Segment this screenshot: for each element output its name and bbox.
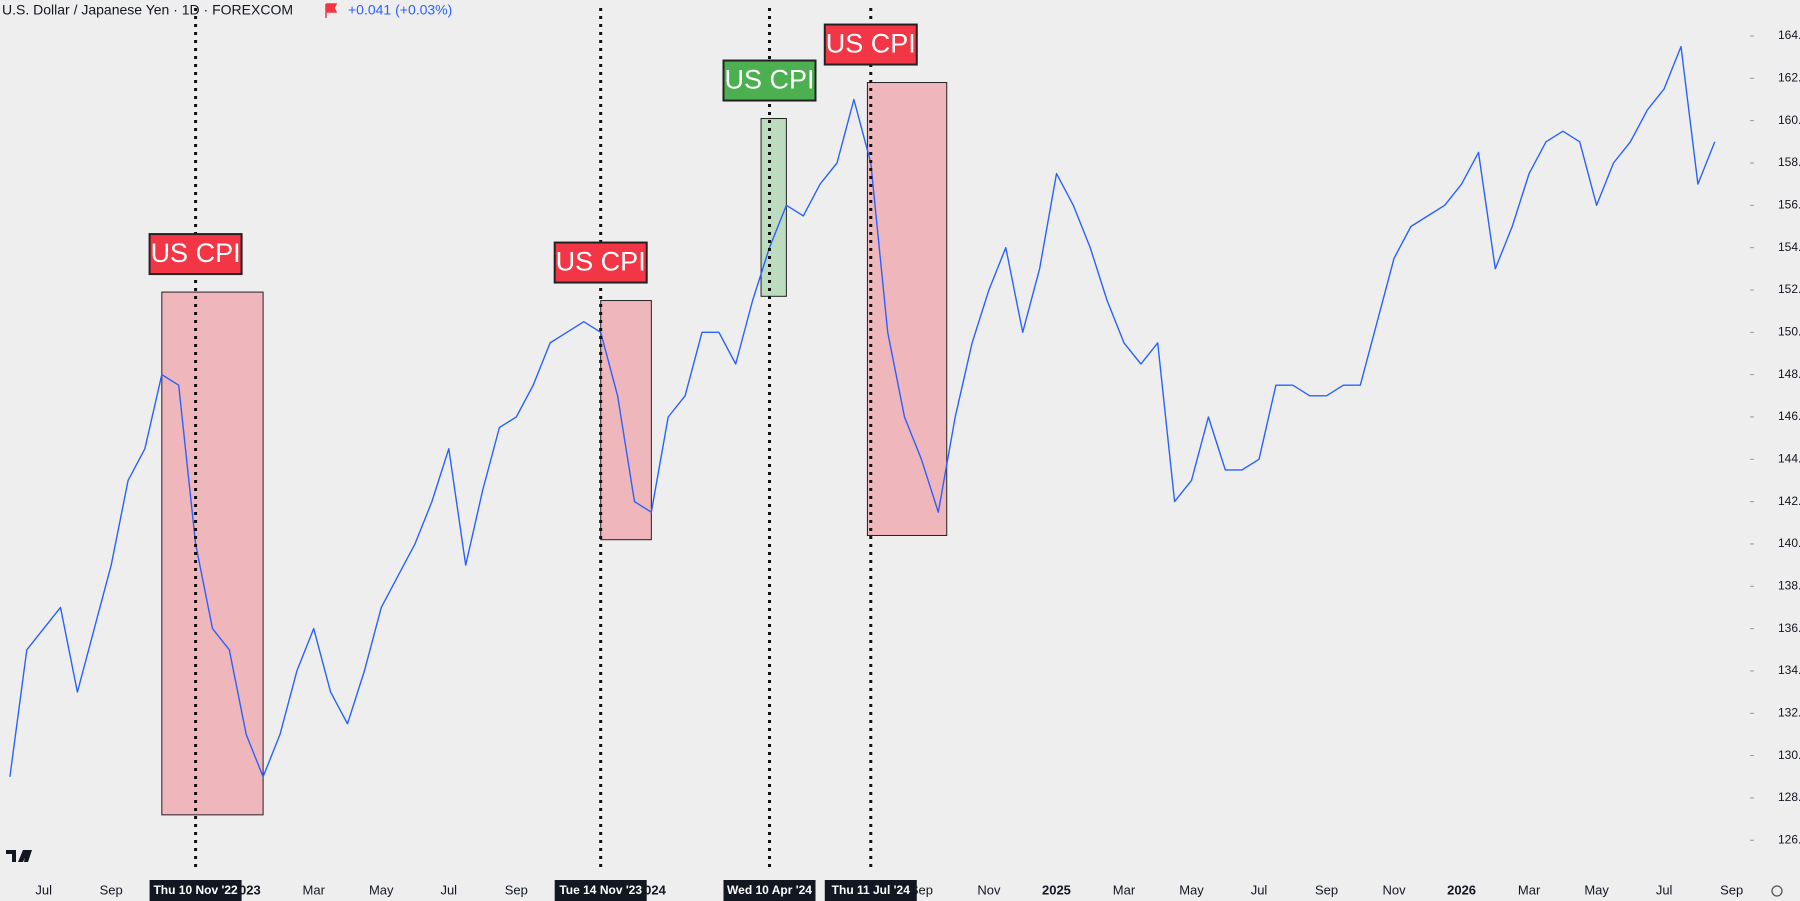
date-highlight — [149, 880, 242, 901]
x-tick-label: Nov — [1382, 882, 1406, 897]
y-tick-label: 162.000 — [1778, 70, 1800, 84]
date-highlight — [723, 880, 816, 901]
event-label: US CPI — [556, 247, 646, 277]
x-tick-label: Wed 10 Apr '24 — [727, 883, 812, 897]
event-range-box — [161, 291, 264, 816]
y-tick-label: 132.000 — [1778, 705, 1800, 719]
x-tick-label: May — [1179, 882, 1204, 897]
y-tick-label: 148.000 — [1778, 367, 1800, 381]
event-label: US CPI — [826, 29, 916, 59]
chart-subtitle: +0.041 (+0.03%) — [348, 2, 452, 18]
settings-icon[interactable] — [1771, 885, 1783, 897]
y-tick-label: 152.000 — [1778, 282, 1800, 296]
y-tick-label: 154.000 — [1778, 240, 1800, 254]
x-tick-label: Tue 14 Nov '23 — [559, 883, 642, 897]
tradingview-logo — [6, 850, 32, 862]
y-tick-label: 158.000 — [1778, 155, 1800, 169]
x-tick-label: Mar — [303, 882, 326, 897]
y-tick-label: 128.000 — [1778, 790, 1800, 804]
x-tick-label: Thu 10 Nov '22 — [153, 883, 238, 897]
event-range-box — [600, 300, 652, 541]
y-tick-label: 146.000 — [1778, 409, 1800, 423]
x-tick-label: Mar — [1518, 882, 1541, 897]
x-tick-label: 2026 — [1447, 882, 1476, 897]
x-tick-label: Mar — [1113, 882, 1136, 897]
y-tick-label: 126.000 — [1778, 832, 1800, 846]
price-line — [9, 45, 1716, 778]
y-tick-label: 150.000 — [1778, 324, 1800, 338]
x-tick-label: Sep — [100, 882, 123, 897]
x-tick-label: Jul — [440, 882, 457, 897]
y-tick-label: 138.000 — [1778, 578, 1800, 592]
flag-icon — [325, 3, 338, 18]
date-highlight — [554, 880, 647, 901]
event-label: US CPI — [151, 238, 241, 268]
plot-area: 126.000 128.000 130.000 132.000 134.000 136.0… — [9, 8, 1800, 901]
chart-title: U.S. Dollar / Japanese Yen · 1D · FOREXC… — [2, 2, 293, 18]
event-range-box — [760, 118, 787, 297]
event-label-box — [823, 23, 918, 66]
x-tick-label: Jul — [1656, 882, 1673, 897]
y-tick-label: 160.000 — [1778, 113, 1800, 127]
x-tick-label: Sep — [505, 882, 528, 897]
x-tick-label: Sep — [1720, 882, 1743, 897]
x-tick-label: May — [369, 882, 394, 897]
x-tick-label: May — [1584, 882, 1609, 897]
x-tick-label: 2025 — [1042, 882, 1071, 897]
event-label-box — [148, 233, 243, 276]
y-tick-label: 136.000 — [1778, 621, 1800, 635]
event-range-box — [866, 82, 948, 536]
y-tick-label: 134.000 — [1778, 663, 1800, 677]
y-tick-label: 164.000 — [1778, 28, 1800, 42]
date-highlight — [824, 880, 917, 901]
x-tick-label: Sep — [1315, 882, 1338, 897]
y-tick-label: 142.000 — [1778, 494, 1800, 508]
y-tick-label: 140.000 — [1778, 536, 1800, 550]
event-label: US CPI — [724, 65, 814, 95]
y-tick-label: 130.000 — [1778, 748, 1800, 762]
event-label-box — [722, 59, 817, 102]
x-tick-label: Jul — [1251, 882, 1268, 897]
y-tick-label: 156.000 — [1778, 197, 1800, 211]
x-tick-label: Thu 11 Jul '24 — [832, 883, 911, 897]
event-label-box — [553, 241, 648, 284]
y-tick-label: 144.000 — [1778, 451, 1800, 465]
header: U.S. Dollar / Japanese Yen · 1D · FOREXC… — [2, 2, 452, 18]
x-tick-label: Jul — [35, 882, 52, 897]
x-tick-label: Nov — [977, 882, 1001, 897]
